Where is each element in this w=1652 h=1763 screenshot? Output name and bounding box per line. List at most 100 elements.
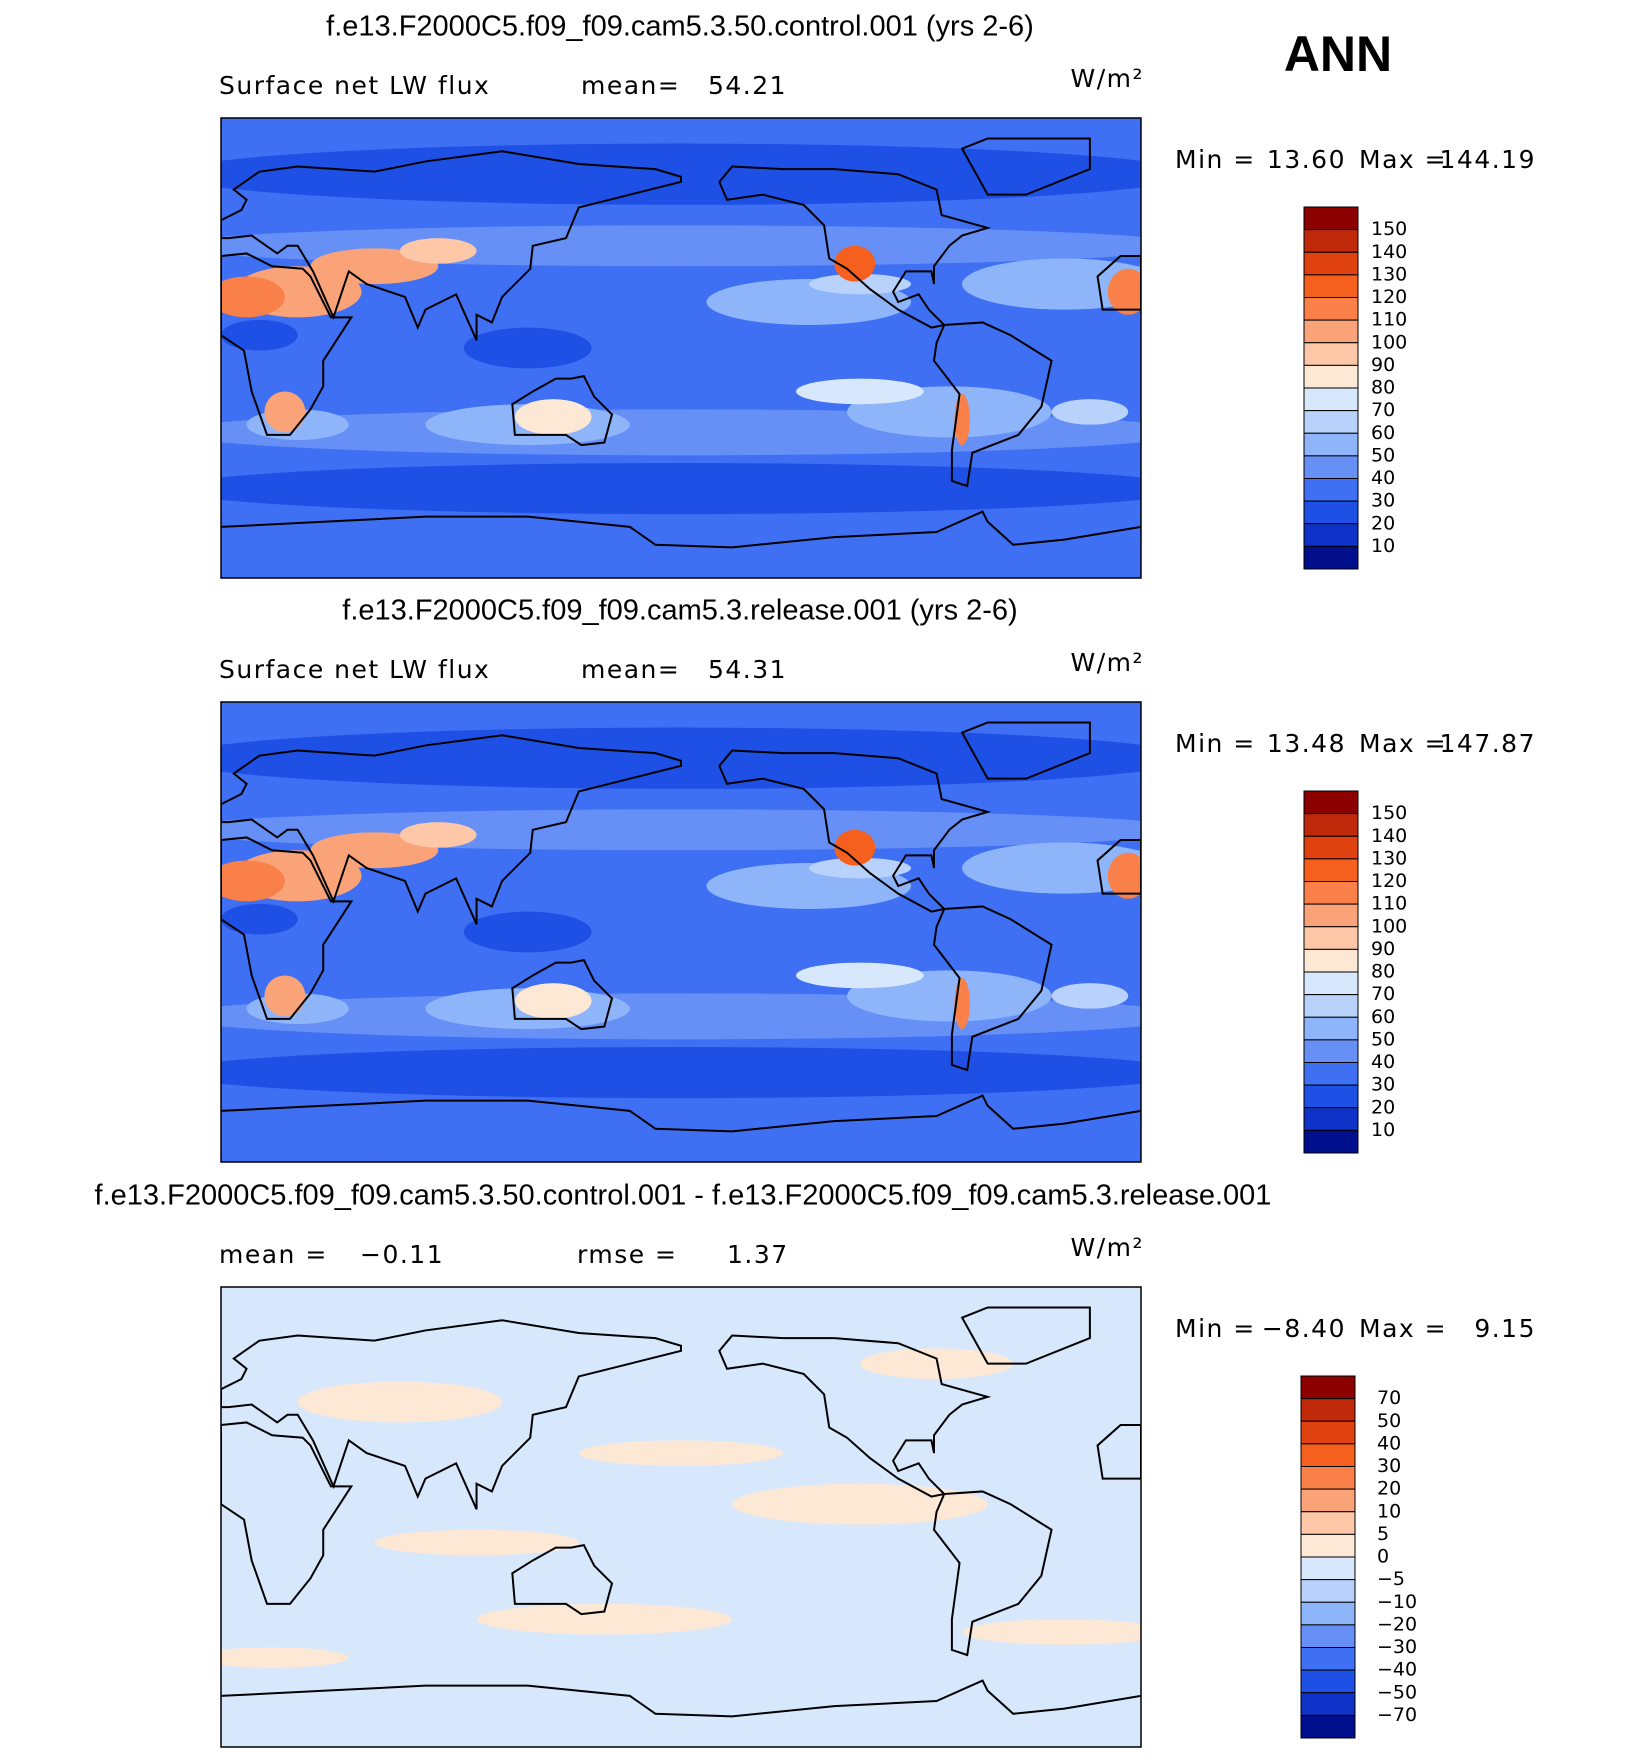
panel-subtitle: Surface net LW flux xyxy=(219,655,490,684)
colorbar-label: 30 xyxy=(1371,1074,1395,1096)
field-contour xyxy=(399,238,477,264)
colorbar-box xyxy=(1303,478,1359,502)
field-contour xyxy=(476,1603,733,1635)
field-contour xyxy=(957,335,1019,387)
field-contour xyxy=(264,391,306,433)
colorbar-box xyxy=(1300,1420,1356,1445)
colorbar-label: −70 xyxy=(1377,1704,1417,1726)
colorbar-label: 80 xyxy=(1371,377,1395,399)
field-contour xyxy=(221,1647,349,1668)
colorbar-box xyxy=(1300,1375,1356,1400)
field-contour xyxy=(463,327,592,369)
colorbar-box xyxy=(1303,206,1359,231)
coastline xyxy=(718,1334,992,1498)
coastline xyxy=(718,749,992,913)
min-label: Min = xyxy=(1175,145,1256,174)
max-label: Max = xyxy=(1359,1314,1447,1343)
colorbar-box xyxy=(1303,319,1359,344)
map-background xyxy=(221,1287,1141,1747)
field-contour xyxy=(374,1529,579,1556)
colorbar-box xyxy=(1303,1129,1359,1154)
field-contour xyxy=(221,1116,1141,1157)
field-contour xyxy=(578,1440,784,1466)
colorbar-box xyxy=(1303,364,1359,389)
min-label: Min = xyxy=(1175,729,1256,758)
panel-subtitle: mean= xyxy=(581,71,680,100)
panel-title: f.e13.F2000C5.f09_f09.cam5.3.release.001… xyxy=(342,595,1017,627)
field-contour xyxy=(463,911,592,953)
coastline xyxy=(221,510,1141,549)
colorbar-box xyxy=(1303,251,1359,276)
coastline xyxy=(932,321,1053,488)
colorbar-box xyxy=(1303,790,1359,815)
min-label: Min = xyxy=(1175,1314,1256,1343)
colorbar-label: 150 xyxy=(1371,218,1407,240)
field-contour xyxy=(962,842,1141,894)
panel: f.e13.F2000C5.f09_f09.cam5.3.release.001… xyxy=(219,595,1535,1163)
colorbar-box xyxy=(1303,500,1359,525)
coastline xyxy=(1096,1424,1141,1480)
colorbar-box xyxy=(1303,342,1359,366)
colorbar-box xyxy=(1300,1669,1356,1694)
field-contour xyxy=(957,919,1019,971)
coastline xyxy=(718,165,992,329)
map xyxy=(221,702,1141,1162)
panel-subtitle: Surface net LW flux xyxy=(219,71,490,100)
coastline xyxy=(932,1490,1053,1657)
panel-subtitle: −0.11 xyxy=(360,1240,444,1269)
colorbar-label: 50 xyxy=(1377,1410,1401,1432)
colorbar-label: 100 xyxy=(1371,331,1407,353)
field-contour xyxy=(221,903,298,935)
colorbar-label: 20 xyxy=(1377,1478,1401,1500)
min-value: 13.48 xyxy=(1267,729,1346,758)
colorbar-label: 120 xyxy=(1371,286,1407,308)
panel-subtitle: rmse = xyxy=(577,1240,678,1269)
coastline xyxy=(221,252,354,436)
colorbar-box xyxy=(1300,1579,1356,1603)
field-contour xyxy=(221,276,285,318)
colorbar-label: 130 xyxy=(1371,847,1407,869)
field-contour xyxy=(732,1483,988,1525)
field-contour xyxy=(962,1619,1141,1645)
field-contour xyxy=(796,962,924,989)
max-label: Max = xyxy=(1359,145,1447,174)
max-label: Max = xyxy=(1359,729,1447,758)
max-value: 9.15 xyxy=(1474,1314,1536,1343)
colorbar-label: 60 xyxy=(1371,422,1395,444)
panel-subtitle: 1.37 xyxy=(727,1240,789,1269)
colorbar-box xyxy=(1300,1443,1356,1467)
colorbar-box xyxy=(1303,1084,1359,1109)
coastline xyxy=(511,1543,614,1616)
colorbar-box xyxy=(1300,1466,1356,1490)
field-contour xyxy=(297,1381,503,1423)
units-label: W/m² xyxy=(1070,648,1144,677)
colorbar-box xyxy=(1303,229,1359,253)
field-contour xyxy=(399,822,477,848)
colorbar-box xyxy=(1303,903,1359,928)
field-contour xyxy=(808,273,912,295)
field-contour xyxy=(221,143,1141,205)
coastline xyxy=(960,1306,1091,1365)
colorbar-box xyxy=(1303,813,1359,837)
colorbar-label: 50 xyxy=(1371,1028,1395,1050)
field-contour xyxy=(221,1047,1141,1099)
colorbar-label: 70 xyxy=(1371,399,1395,421)
colorbar-label: −50 xyxy=(1377,1681,1417,1703)
colorbar-label: 140 xyxy=(1371,241,1407,263)
colorbar-box xyxy=(1300,1647,1356,1671)
colorbar-label: 40 xyxy=(1377,1432,1401,1454)
units-label: W/m² xyxy=(1070,1233,1144,1262)
map xyxy=(221,118,1141,578)
coastline xyxy=(221,1094,1141,1133)
units-label: W/m² xyxy=(1070,64,1144,93)
coastline xyxy=(932,905,1053,1072)
field-contour xyxy=(1107,268,1141,315)
colorbar-label: 80 xyxy=(1371,961,1395,983)
colorbar-box xyxy=(1300,1714,1356,1739)
colorbar-box xyxy=(1300,1556,1356,1581)
colorbar-label: 110 xyxy=(1371,309,1407,331)
map xyxy=(221,1287,1141,1747)
colorbar-label: 50 xyxy=(1371,444,1395,466)
colorbar-label: 90 xyxy=(1371,938,1395,960)
colorbar-box xyxy=(1303,881,1359,905)
